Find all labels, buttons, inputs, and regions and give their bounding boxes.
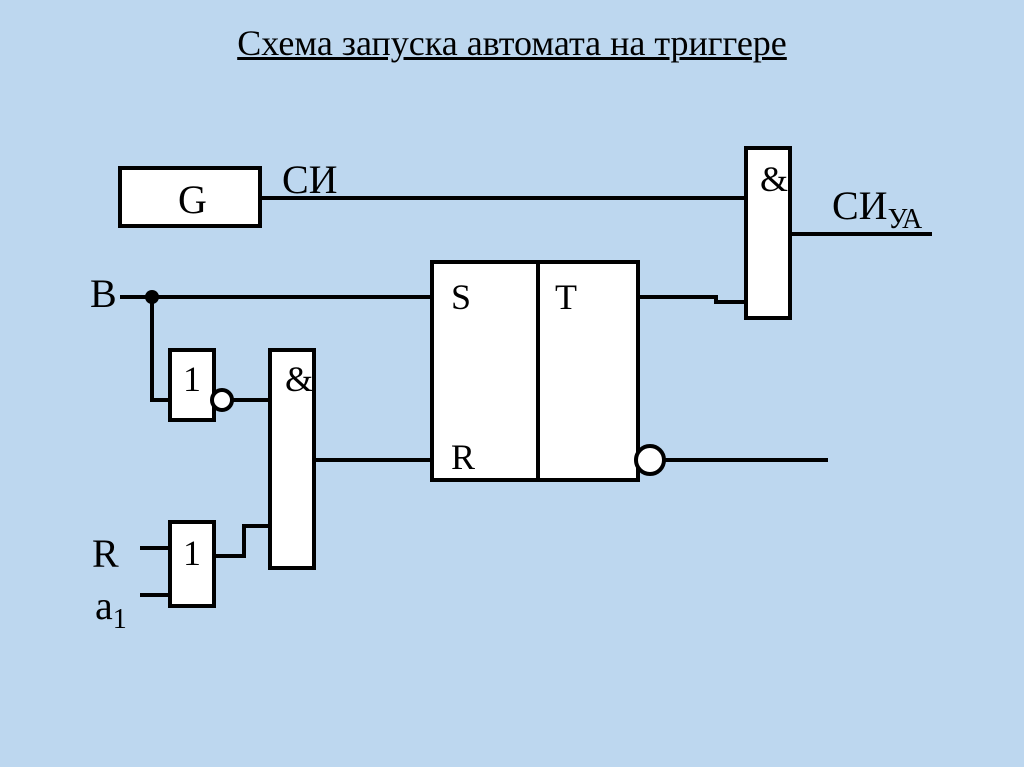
diagram-svg [0,0,1024,767]
label-T: T [555,276,577,318]
label-R-trg: R [451,436,475,478]
label-B: B [90,270,117,317]
label-inv1: 1 [183,358,201,400]
label-and1: & [285,358,313,400]
label-SI: СИ [282,156,338,203]
label-a1: a1 [95,582,127,636]
diagram-canvas: Схема запуска автомата на триггере G СИ … [0,0,1024,767]
label-S: S [451,276,471,318]
label-G: G [178,176,207,223]
label-and2: & [760,158,788,200]
diagram-title: Схема запуска автомата на триггере [0,22,1024,64]
label-SI-UA: СИУА [832,182,922,236]
label-or1: 1 [183,532,201,574]
label-R-in: R [92,530,119,577]
